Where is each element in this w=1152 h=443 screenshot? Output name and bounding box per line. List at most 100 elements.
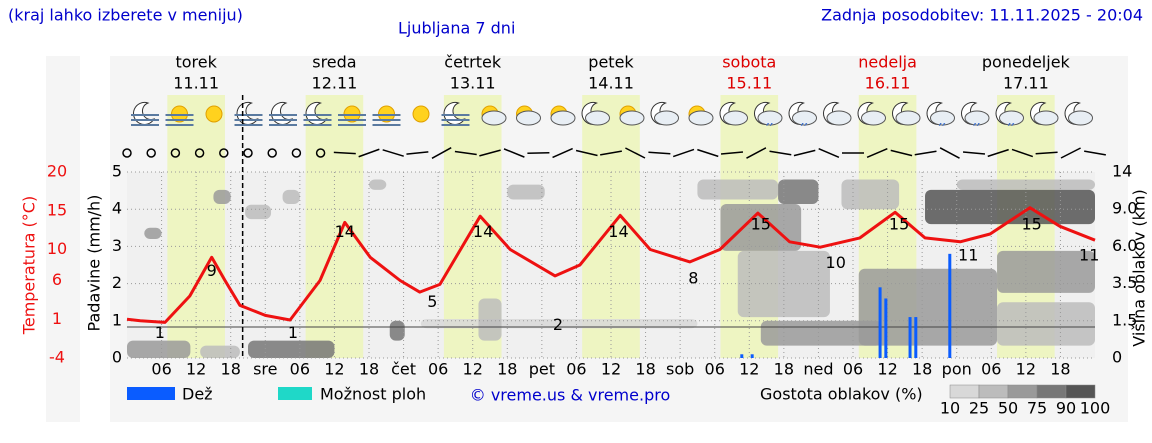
weather-icon	[823, 101, 852, 126]
day-name: sobota	[722, 53, 776, 72]
cloud-block	[997, 302, 1095, 346]
y-tick-label: 0	[112, 348, 122, 367]
day-name: nedelja	[858, 53, 917, 72]
svg-text:′′: ′′	[973, 120, 981, 139]
legend-label: Dež	[182, 385, 213, 404]
y-tick-label: 1	[112, 310, 122, 329]
x-tick-label: 18	[912, 360, 932, 379]
rain-bar	[914, 317, 918, 358]
cloud-scale-label: 90	[1056, 399, 1076, 418]
x-tick-label: 12	[324, 360, 344, 379]
weather-icon	[481, 105, 507, 126]
x-tick-label: 18	[359, 360, 379, 379]
cloud-axis-title: Višina oblakov (km)	[1130, 189, 1149, 346]
day-name: torek	[175, 53, 217, 72]
weather-icon	[892, 101, 921, 126]
day-date: 13.11	[450, 74, 496, 93]
wind-symbol	[1060, 147, 1081, 159]
cloud-block	[200, 345, 240, 358]
wind-symbol	[315, 148, 326, 158]
legend-label: Možnost ploh	[320, 385, 426, 404]
cloud-tick-label: 3.5	[1112, 273, 1137, 292]
temperature-axis-title: Temperatura (°C)	[20, 196, 39, 335]
x-tick-label: pet	[529, 360, 555, 379]
day-date: 15.11	[726, 74, 772, 93]
cloud-tick-label: 6.0	[1112, 236, 1137, 255]
y-tick-label: 2	[112, 273, 122, 292]
x-tick-label: 12	[463, 360, 483, 379]
cloud-block	[282, 189, 300, 204]
title: Ljubljana 7 dni	[398, 19, 515, 38]
x-tick-label: pon	[942, 360, 972, 379]
x-tick-label: 18	[635, 360, 655, 379]
temperature-tick-label: 10	[47, 239, 67, 258]
x-tick-label: 18	[1050, 360, 1070, 379]
cloud-scale-label: 50	[998, 399, 1018, 418]
temperature-label: 14	[473, 222, 493, 241]
temperature-label: 8	[688, 269, 698, 288]
temperature-tick-label: 6	[52, 270, 62, 289]
day-name: četrtek	[444, 53, 502, 72]
cloud-block	[213, 189, 231, 204]
x-tick-label: 06	[981, 360, 1001, 379]
wind-symbol	[962, 151, 986, 155]
weather-icon	[303, 101, 332, 126]
cloud-block	[997, 250, 1095, 293]
weather-icon	[1064, 101, 1093, 126]
temperature-label: 15	[889, 214, 909, 233]
cloud-block	[248, 340, 335, 358]
day-date: 16.11	[865, 74, 911, 93]
weather-icon: ′′	[926, 101, 955, 139]
wind-symbol	[890, 149, 913, 157]
wind-symbol	[503, 148, 525, 158]
wind-symbol	[267, 148, 277, 158]
weather-icon	[165, 105, 194, 126]
rain-bar	[908, 317, 912, 358]
day-date: 12.11	[312, 74, 358, 93]
temperature-tick-label: 20	[47, 162, 67, 181]
x-tick-label: ned	[803, 360, 833, 379]
cloud-block	[858, 268, 998, 346]
rain-bar	[750, 354, 754, 358]
x-tick-label: čet	[391, 360, 416, 379]
x-tick-label: 06	[705, 360, 725, 379]
wind-symbol	[866, 148, 888, 158]
svg-text:′′: ′′	[801, 120, 809, 139]
x-tick-label: sre	[253, 360, 277, 379]
weather-icon	[581, 101, 610, 126]
wind-symbol	[793, 149, 816, 157]
cloud-block	[925, 189, 1095, 225]
wind-symbol	[746, 147, 767, 159]
cloud-scale-box	[978, 384, 1009, 399]
cloud-block	[389, 320, 405, 341]
svg-text:′′: ′′	[1008, 120, 1016, 139]
y-tick-label: 4	[112, 199, 122, 218]
legend-swatch	[127, 387, 175, 400]
temperature-label: 11	[1079, 245, 1099, 264]
wind-symbol	[170, 148, 181, 158]
temperature-label: 15	[751, 214, 771, 233]
svg-text:′′: ′′	[766, 120, 774, 139]
wind-symbol	[358, 148, 380, 158]
note: (kraj lahko izberete v meniju)	[8, 6, 243, 25]
temperature-label: 1	[288, 323, 298, 342]
cloud-tick-label: 0	[1112, 348, 1122, 367]
wind-symbol	[194, 148, 205, 158]
cloud-scale-box	[1065, 384, 1096, 399]
daylight-band	[305, 95, 364, 358]
x-tick-label: 06	[428, 360, 448, 379]
cloud-block	[369, 179, 387, 190]
x-tick-label: sob	[666, 360, 694, 379]
day-name: sreda	[312, 53, 356, 72]
cloud-tick-label: 1.5	[1112, 310, 1137, 329]
cloud-block	[127, 340, 191, 358]
cloud-scale-label: 25	[969, 399, 989, 418]
cloud-block	[144, 227, 162, 239]
weather-icon	[650, 101, 679, 126]
x-tick-label: 18	[774, 360, 794, 379]
cloud-scale-label: 10	[940, 399, 960, 418]
x-tick-label: 12	[739, 360, 759, 379]
temperature-tick-label: -4	[49, 348, 65, 367]
temperature-label: 1	[155, 323, 165, 342]
